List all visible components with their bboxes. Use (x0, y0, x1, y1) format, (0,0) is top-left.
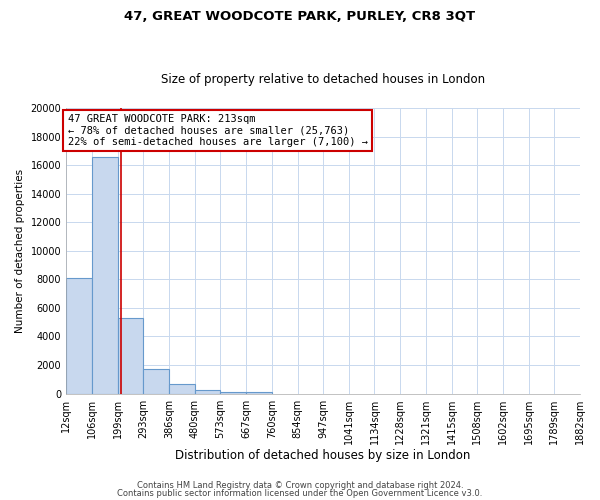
Text: 47 GREAT WOODCOTE PARK: 213sqm
← 78% of detached houses are smaller (25,763)
22%: 47 GREAT WOODCOTE PARK: 213sqm ← 78% of … (68, 114, 368, 147)
Bar (246, 392, 272, 394)
Bar (169, 384, 195, 394)
Bar (92, 156, 118, 394)
Bar (143, 368, 169, 394)
Bar (220, 392, 246, 394)
Y-axis label: Number of detached properties: Number of detached properties (15, 168, 25, 333)
Bar (66, 278, 92, 394)
Bar (118, 318, 143, 394)
Text: Contains HM Land Registry data © Crown copyright and database right 2024.: Contains HM Land Registry data © Crown c… (137, 481, 463, 490)
Bar (195, 390, 220, 394)
Title: Size of property relative to detached houses in London: Size of property relative to detached ho… (161, 73, 485, 86)
X-axis label: Distribution of detached houses by size in London: Distribution of detached houses by size … (175, 450, 471, 462)
Text: 47, GREAT WOODCOTE PARK, PURLEY, CR8 3QT: 47, GREAT WOODCOTE PARK, PURLEY, CR8 3QT (124, 10, 476, 23)
Text: Contains public sector information licensed under the Open Government Licence v3: Contains public sector information licen… (118, 488, 482, 498)
